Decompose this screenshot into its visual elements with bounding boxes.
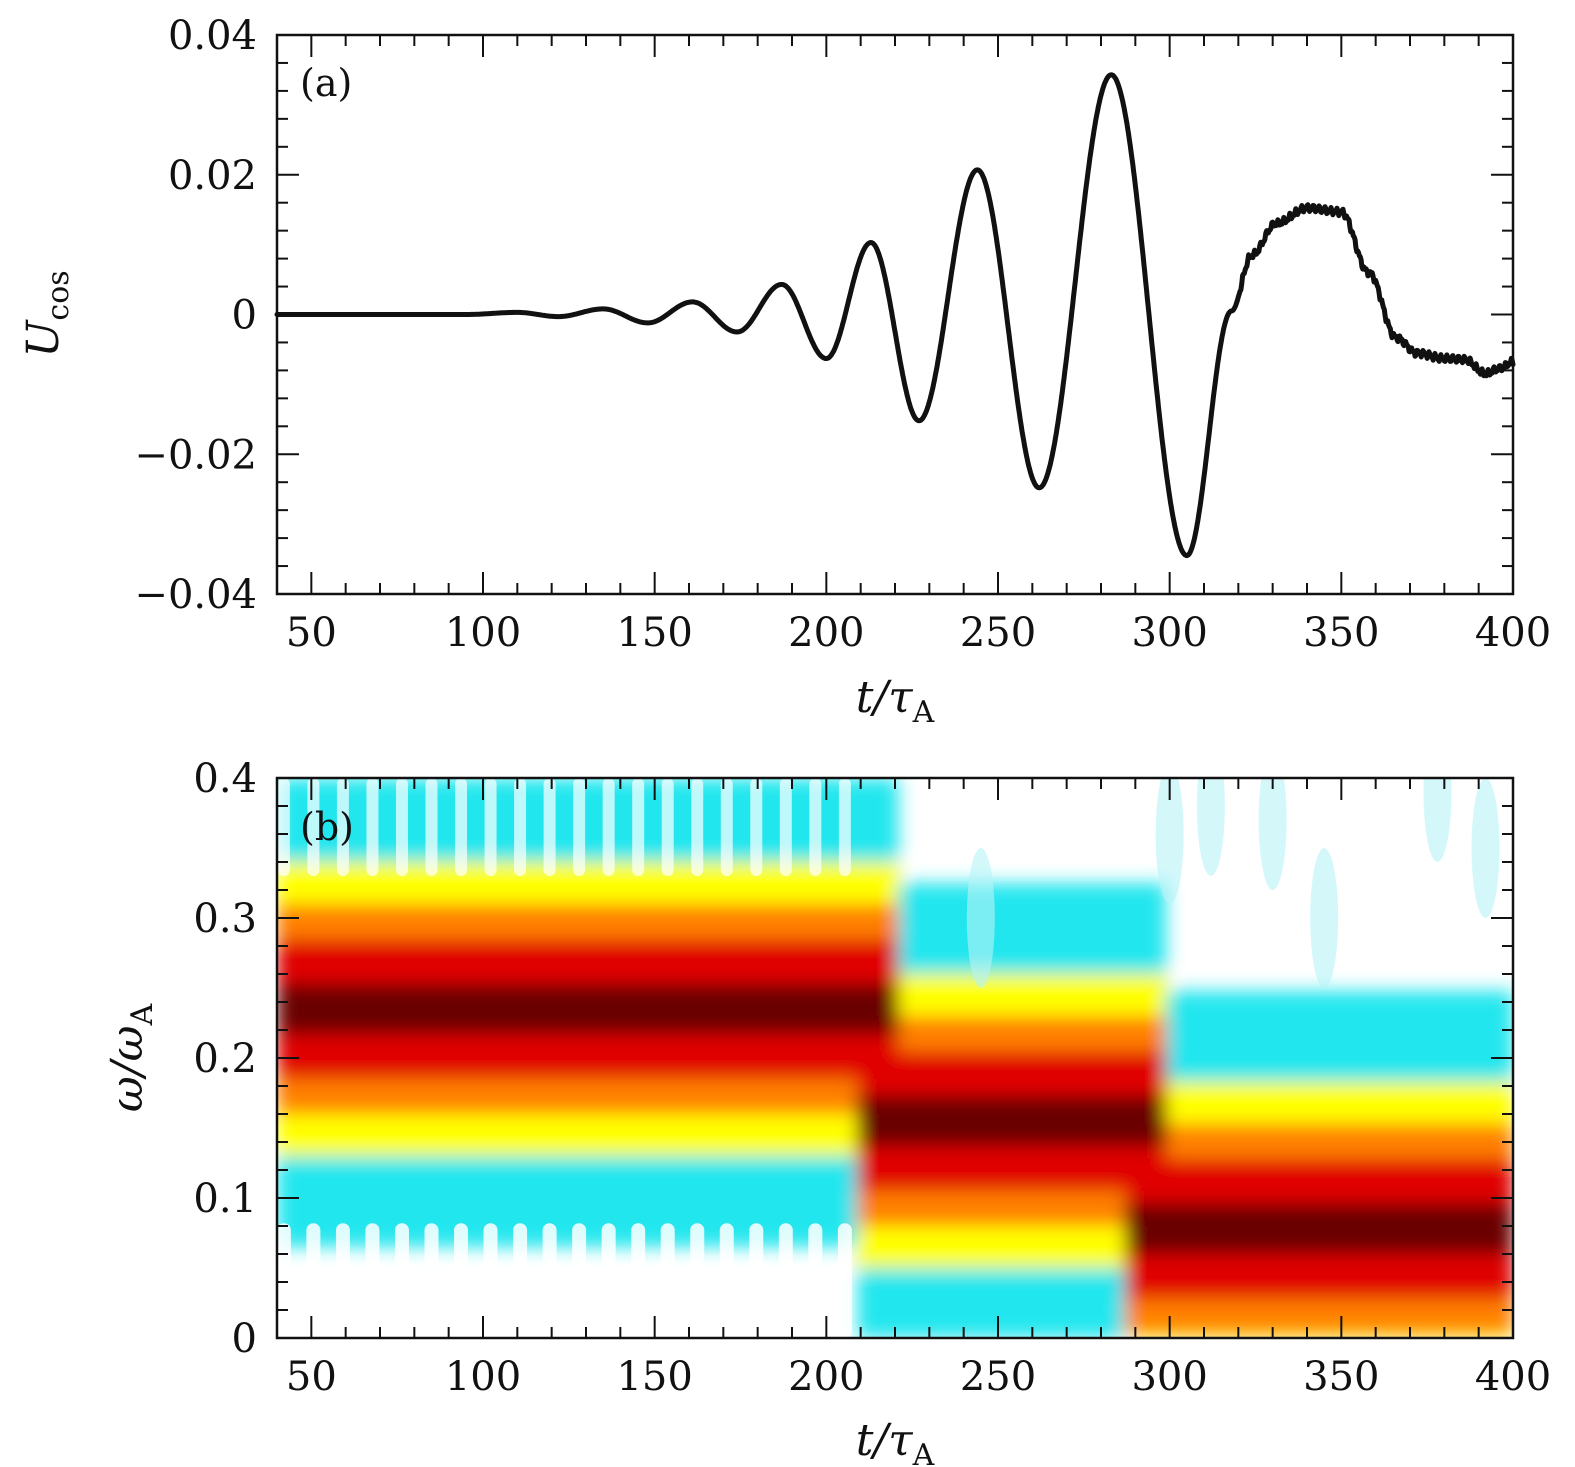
heatmap-stripe bbox=[483, 778, 498, 1338]
heatmap-wisp bbox=[1471, 778, 1500, 918]
y-tick-label: 0.3 bbox=[193, 896, 257, 942]
heatmap-wisp bbox=[1196, 778, 1225, 876]
x-tick-label: 350 bbox=[1303, 610, 1379, 656]
heatmap-wisp bbox=[966, 848, 995, 988]
y-tick-label: 0.04 bbox=[168, 13, 257, 59]
x-tick-label: 300 bbox=[1131, 610, 1207, 656]
heatmap-stripe bbox=[454, 778, 469, 1338]
panel-b-x-tick-labels: 50 100 150 200 250 300 350 400 bbox=[286, 1354, 1551, 1400]
heatmap-stripe bbox=[778, 778, 793, 1338]
y-tick-label: 0.2 bbox=[193, 1036, 257, 1082]
x-tick-label: 100 bbox=[445, 610, 521, 656]
panel-a-y-axis-label: Ucos bbox=[18, 270, 76, 357]
panel-b-heatmap-field bbox=[277, 778, 1513, 1338]
y-tick-label: 0.1 bbox=[193, 1176, 257, 1222]
x-tick-label: 50 bbox=[286, 1354, 337, 1400]
heatmap-stripe bbox=[719, 778, 734, 1338]
heatmap-stripe bbox=[749, 778, 764, 1338]
panel-b-heatmap: 50 100 150 200 250 300 350 400 0.4 0.3 0.2 0.1 0 (b… bbox=[102, 756, 1551, 1467]
heatmap-stripe bbox=[690, 778, 705, 1338]
heatmap-band bbox=[857, 1095, 1167, 1147]
panel-b-frame bbox=[275, 776, 1515, 1340]
panel-b-heatmap-stripes bbox=[277, 778, 1500, 1338]
heatmap-wisp bbox=[1423, 778, 1452, 862]
heatmap-stripe bbox=[335, 778, 350, 1338]
heatmap-stripe bbox=[660, 778, 675, 1338]
y-tick-label: −0.02 bbox=[134, 432, 257, 478]
panel-b-label: (b) bbox=[300, 805, 354, 849]
panel-a-x-tick-labels: 50 100 150 200 250 300 350 400 bbox=[286, 610, 1551, 656]
panel-b-x-axis-label: t/τA bbox=[856, 1415, 935, 1467]
y-tick-label: 0.02 bbox=[168, 153, 257, 199]
x-tick-label: 250 bbox=[960, 610, 1036, 656]
panel-a-label: (a) bbox=[300, 61, 352, 105]
heatmap-wisp bbox=[1310, 848, 1339, 988]
heatmap-wisp bbox=[1155, 778, 1184, 904]
y-tick-label: −0.04 bbox=[134, 572, 257, 618]
heatmap-stripe bbox=[424, 778, 439, 1338]
panel-a-x-axis-label: t/τA bbox=[856, 672, 935, 730]
panel-a-y-tick-labels: 0.04 0.02 0 −0.02 −0.04 bbox=[134, 13, 257, 618]
x-tick-label: 300 bbox=[1131, 1354, 1207, 1400]
heatmap-stripe bbox=[837, 778, 852, 1338]
heatmap-stripe bbox=[306, 778, 321, 1338]
panel-a-line-chart: 50 100 150 200 250 300 350 400 0.04 0.02 0 −0.02 −0… bbox=[18, 13, 1551, 730]
heatmap-stripe bbox=[631, 778, 646, 1338]
heatmap-stripe bbox=[513, 778, 528, 1338]
heatmap-stripe bbox=[808, 778, 823, 1338]
panel-a-frame bbox=[275, 33, 1515, 596]
x-tick-label: 400 bbox=[1475, 610, 1551, 656]
x-tick-label: 200 bbox=[788, 1354, 864, 1400]
x-tick-label: 50 bbox=[286, 610, 337, 656]
y-tick-label: 0 bbox=[232, 293, 257, 339]
x-tick-label: 400 bbox=[1475, 1354, 1551, 1400]
heatmap-stripe bbox=[542, 778, 557, 1338]
heatmap-wisp bbox=[1258, 778, 1287, 890]
y-tick-label: 0.4 bbox=[193, 756, 257, 802]
heatmap-band bbox=[1125, 1203, 1513, 1254]
panel-b-heatmap-bands bbox=[277, 778, 1513, 1338]
x-tick-label: 200 bbox=[788, 610, 864, 656]
panel-b-y-axis-label: ω/ωA bbox=[102, 1004, 160, 1113]
y-tick-label: 0 bbox=[232, 1316, 257, 1362]
heatmap-stripe bbox=[572, 778, 587, 1338]
x-tick-label: 150 bbox=[616, 610, 692, 656]
heatmap-band bbox=[277, 983, 899, 1035]
panel-b-y-tick-labels: 0.4 0.3 0.2 0.1 0 bbox=[193, 756, 257, 1362]
heatmap-stripe bbox=[601, 778, 616, 1338]
heatmap-stripe bbox=[394, 778, 409, 1338]
panel-a-series-line bbox=[274, 72, 1516, 559]
x-tick-label: 250 bbox=[960, 1354, 1036, 1400]
x-tick-label: 150 bbox=[616, 1354, 692, 1400]
x-tick-label: 350 bbox=[1303, 1354, 1379, 1400]
heatmap-stripe bbox=[365, 778, 380, 1338]
x-tick-label: 100 bbox=[445, 1354, 521, 1400]
